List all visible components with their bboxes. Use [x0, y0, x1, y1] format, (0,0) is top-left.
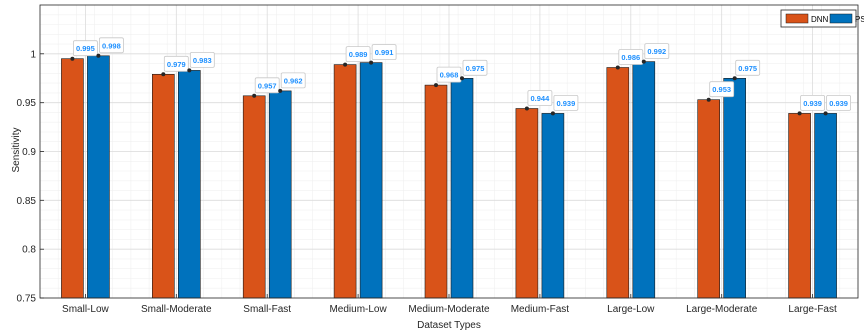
data-label: 0.995 — [76, 44, 95, 53]
bar-dnn — [606, 67, 630, 299]
data-label-box — [345, 46, 371, 62]
data-label: 0.939 — [557, 99, 576, 108]
data-point-marker — [252, 93, 257, 98]
data-label: 0.962 — [284, 76, 303, 85]
bar-dnn — [788, 113, 811, 299]
x-tick-label: Small-Low — [62, 304, 109, 315]
bars — [61, 55, 837, 299]
data-label-box — [99, 37, 124, 54]
data-label-box — [800, 95, 825, 111]
data-point-marker — [641, 59, 646, 64]
legend-label-ps: PS — [855, 15, 864, 24]
data-label-box — [436, 66, 462, 83]
data-point-marker — [615, 65, 620, 70]
y-tick-label: 0.75 — [17, 294, 37, 305]
data-label-box — [73, 40, 98, 57]
bar-ps — [450, 78, 474, 299]
bar-ps — [541, 113, 565, 299]
bar-ps — [178, 70, 201, 299]
data-label-box — [644, 43, 670, 59]
bar-dnn — [424, 84, 448, 299]
data-label-box — [189, 52, 215, 68]
data-label: 0.939 — [829, 99, 848, 108]
y-tick-label: 0.85 — [17, 196, 37, 207]
data-point-marker — [369, 60, 374, 65]
legend-label-dnn: DNN — [811, 15, 829, 24]
data-label-box — [280, 72, 306, 89]
data-label: 0.983 — [193, 56, 212, 65]
bar-ps — [268, 90, 292, 299]
x-axis-title: Dataset Types — [417, 320, 481, 331]
data-label: 0.986 — [621, 53, 640, 62]
data-label: 0.975 — [738, 64, 757, 73]
data-point-marker — [96, 53, 101, 58]
data-point-marker — [161, 72, 166, 77]
x-tick-label: Medium-Low — [329, 304, 387, 315]
data-label-box — [826, 95, 851, 111]
data-point-marker — [797, 111, 802, 116]
data-point-marker — [706, 97, 711, 102]
data-label: 0.968 — [440, 71, 459, 80]
data-label: 0.979 — [167, 60, 186, 69]
data-label-box — [462, 59, 488, 76]
legend: DNN PS — [780, 9, 864, 28]
data-point-marker — [524, 106, 529, 111]
data-point-marker — [343, 62, 348, 67]
data-point-marker — [278, 88, 283, 93]
bar-ps — [814, 113, 837, 299]
x-tick-label: Large-Fast — [788, 304, 837, 315]
y-tick-label: 1 — [30, 49, 36, 60]
bar-ps — [632, 61, 656, 299]
data-point-marker — [550, 111, 555, 116]
data-point-marker — [460, 76, 464, 81]
data-label: 0.975 — [466, 64, 485, 73]
data-point-marker — [70, 56, 75, 61]
data-label-box — [371, 44, 397, 60]
data-label-box — [163, 55, 189, 72]
axes: 0.75 0.8 0.85 0.9 0.95 1 Small-Low Small-Modera… — [17, 4, 859, 315]
bar-dnn — [61, 58, 84, 299]
data-label: 0.944 — [531, 94, 551, 103]
data-label-box — [735, 59, 761, 76]
data-point-marker — [732, 76, 737, 81]
x-tick-label: Medium-Moderate — [408, 304, 490, 315]
y-tick-label: 0.8 — [22, 245, 36, 256]
data-labels: 0.995 0.979 0.957 0.989 0.968 0.944 0.986 0.953… — [70, 37, 851, 116]
bar-dnn — [152, 74, 175, 299]
bar-ps — [359, 62, 383, 299]
data-label-box — [553, 95, 579, 111]
y-axis-title: Sensitivity — [11, 127, 22, 172]
data-label: 0.998 — [102, 41, 121, 50]
bar-ps — [723, 78, 747, 299]
data-label-box — [254, 77, 280, 94]
bar-dnn — [242, 95, 266, 299]
x-tick-label: Small-Moderate — [141, 304, 212, 315]
data-point-marker — [187, 68, 192, 73]
bar-dnn — [333, 64, 357, 299]
data-label-box — [527, 90, 553, 106]
y-tick-label: 0.95 — [17, 98, 37, 109]
data-point-marker — [823, 111, 828, 116]
data-label: 0.957 — [258, 81, 277, 90]
data-label: 0.989 — [349, 50, 368, 59]
data-label-box — [709, 81, 735, 98]
data-label: 0.991 — [375, 48, 394, 57]
data-label-box — [618, 49, 644, 65]
x-tick-label: Large-Moderate — [686, 304, 758, 315]
x-tick-label: Small-Fast — [243, 304, 291, 315]
x-tick-label: Medium-Fast — [511, 304, 570, 315]
y-tick-label: 0.9 — [22, 147, 36, 158]
bar-ps — [87, 55, 110, 299]
bar-dnn — [697, 99, 721, 299]
data-label: 0.939 — [803, 99, 822, 108]
data-label: 0.953 — [712, 85, 731, 94]
x-tick-label: Large-Low — [607, 304, 655, 315]
data-label: 0.992 — [647, 47, 666, 56]
data-point-marker — [434, 83, 438, 88]
grid — [39, 4, 859, 299]
legend-swatch-dnn — [785, 13, 809, 24]
legend-swatch-ps — [829, 13, 853, 24]
bar-dnn — [515, 108, 539, 299]
